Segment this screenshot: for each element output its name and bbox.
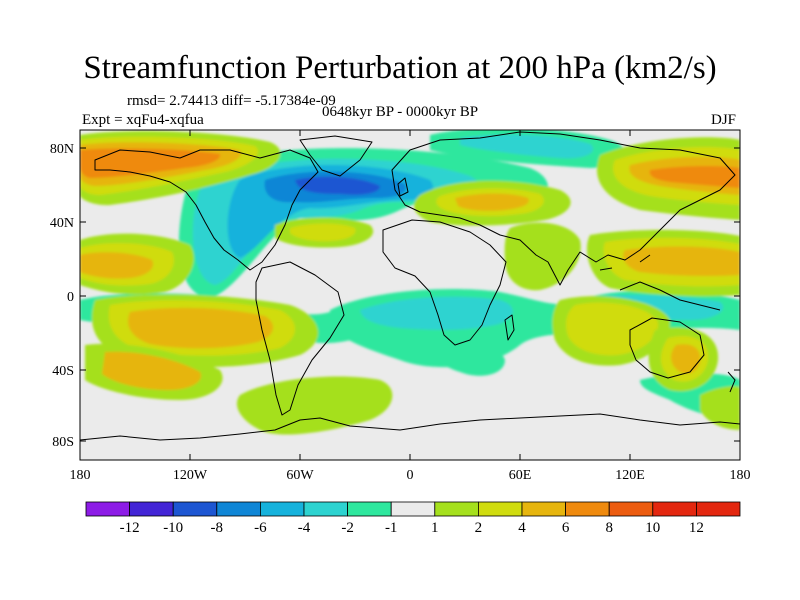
contour-region	[290, 223, 356, 242]
colorbar-swatch	[216, 501, 261, 517]
coastline-antarctica	[80, 413, 740, 441]
colorbar-swatch	[696, 501, 741, 517]
contour-region	[80, 252, 154, 279]
colorbar-label: -6	[254, 520, 267, 536]
coastline-greenland	[299, 135, 373, 177]
contour-region	[295, 176, 380, 195]
contour-region	[460, 134, 594, 159]
contour-region	[455, 193, 529, 211]
colorbar-label: -2	[341, 520, 354, 536]
latitude-axis: 80N 40N 0 40S 80S	[50, 142, 740, 450]
colorbar-labels: -12 -10 -8 -6 -4 -2 -1 1 2 4 6 8 10 12	[120, 520, 704, 536]
contour-region	[360, 296, 513, 330]
lat-label: 0	[67, 290, 74, 305]
coastline-new-zealand	[727, 371, 736, 393]
colorbar-swatch	[347, 501, 392, 517]
colorbar-swatch	[303, 501, 348, 517]
colorbar-label: -8	[211, 520, 224, 536]
plot-title: Streamfunction Perturbation at 200 hPa (…	[83, 50, 717, 86]
coastline-eurasia	[391, 131, 736, 286]
colorbar-swatch	[652, 501, 697, 517]
coastline-south-america	[255, 261, 345, 416]
colorbar-swatch	[85, 501, 130, 517]
colorbar-swatch	[521, 501, 566, 517]
contour-region	[649, 165, 740, 188]
colorbar-swatch	[390, 501, 436, 517]
colorbar-label: 12	[689, 520, 704, 536]
colorbar-label: 2	[475, 520, 483, 536]
coastline-maritime-asia	[599, 254, 721, 311]
contour-region	[566, 302, 659, 356]
season-label: DJF	[711, 112, 737, 128]
colorbar-label: -4	[298, 520, 311, 536]
colorbar-label: 1	[431, 520, 439, 536]
coastline-australia	[629, 317, 705, 379]
lon-label: 0	[407, 468, 414, 483]
colorbar-label: 10	[645, 520, 660, 536]
coastline-north-america	[94, 149, 319, 271]
lat-label: 80N	[50, 142, 74, 157]
lon-label: 180	[70, 468, 91, 483]
colorbar-swatch	[477, 501, 523, 517]
lon-label: 60E	[509, 468, 532, 483]
coastline-africa	[382, 219, 507, 346]
coastline-madagascar	[504, 314, 515, 341]
contour-region	[504, 222, 581, 291]
lon-label: 120W	[173, 468, 208, 483]
colorbar-swatch	[259, 501, 305, 517]
colorbar-label: 8	[605, 520, 613, 536]
colorbar-swatch	[129, 501, 174, 517]
lon-label: 60W	[286, 468, 314, 483]
colorbar-swatches	[85, 501, 741, 517]
period-label: 0648kyr BP - 0000kyr BP	[322, 104, 479, 120]
colorbar-label: -12	[120, 520, 140, 536]
lat-label: 40S	[52, 364, 74, 379]
colorbar-label: 6	[562, 520, 570, 536]
contour-region	[128, 307, 274, 349]
land-outlines	[80, 131, 740, 441]
contour-region	[102, 351, 201, 390]
colorbar-swatch	[608, 501, 654, 517]
lat-label: 40N	[50, 216, 74, 231]
stats-text: rmsd= 2.74413 diff= -5.17384e-09	[127, 93, 336, 109]
contour-region	[623, 246, 740, 276]
colorbar-label: -1	[385, 520, 398, 536]
colorbar-swatch	[434, 501, 479, 517]
contour-region	[700, 386, 740, 430]
contour-region	[671, 344, 701, 374]
experiment-label: Expt = xqFu4-xqfua	[82, 112, 204, 128]
colorbar-swatch	[172, 501, 218, 517]
longitude-axis: 180 120W 60W 0 60E 120E 180	[70, 130, 751, 483]
contour-fields	[80, 130, 740, 435]
colorbar-label: 4	[518, 520, 526, 536]
coastline-uk	[397, 177, 409, 197]
lat-label: 80S	[52, 435, 74, 450]
colorbar-swatch	[565, 501, 610, 517]
lon-label: 180	[730, 468, 751, 483]
lon-label: 120E	[615, 468, 645, 483]
contour-region	[438, 344, 505, 376]
colorbar-label: -10	[163, 520, 183, 536]
